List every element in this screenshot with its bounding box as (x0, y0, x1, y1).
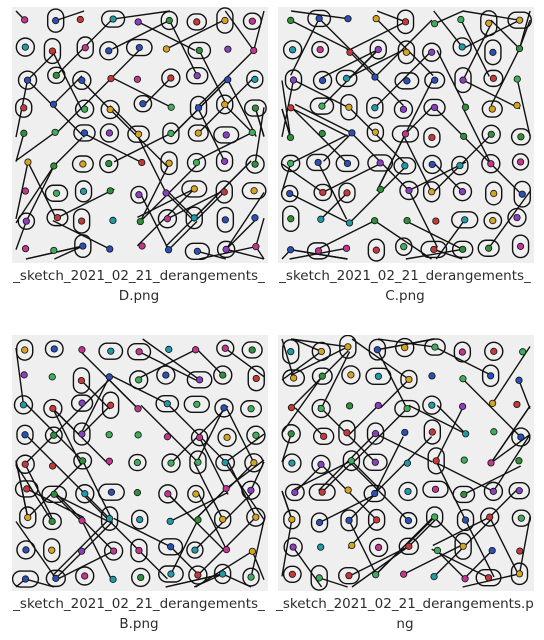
sketch-image (281, 335, 532, 591)
sketch-lines (280, 9, 532, 262)
file-name: _sketch_2021_02_21_derangements.png (276, 596, 534, 632)
sketch-image (15, 7, 267, 260)
sketch-lines (15, 7, 267, 260)
file-thumbnail[interactable] (278, 335, 534, 591)
sketch-lines (12, 338, 266, 588)
file-name: _sketch_2021_02_21_derangements_D.png (13, 268, 265, 304)
file-name: _sketch_2021_02_21_derangements_C.png (279, 268, 531, 304)
file-thumbnail[interactable] (12, 335, 268, 591)
sketch-lines (281, 335, 532, 591)
sketch-image (12, 338, 266, 588)
sketch-image (280, 9, 532, 262)
file-thumbnail[interactable] (12, 7, 268, 263)
file-name: _sketch_2021_02_21_derangements_B.png (13, 596, 265, 632)
file-thumbnail[interactable] (278, 7, 534, 263)
